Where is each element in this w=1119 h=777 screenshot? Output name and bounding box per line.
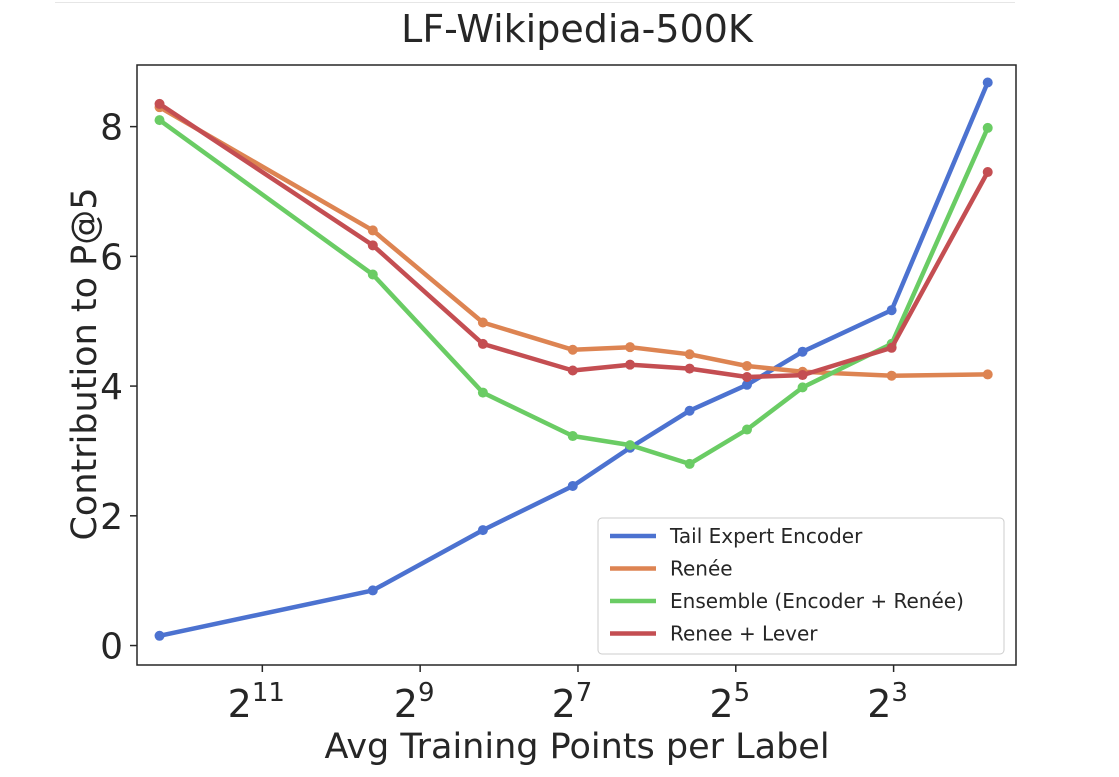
x-tick-label: 27 [552, 678, 593, 726]
data-point [477, 387, 488, 398]
x-tick-label: 211 [228, 678, 285, 726]
data-point [797, 370, 808, 381]
y-tick-label: 0 [100, 627, 123, 668]
y-tick-label: 2 [100, 497, 123, 538]
data-point [741, 360, 752, 371]
series-line-4 [157, 101, 990, 380]
data-point [982, 369, 993, 380]
data-point [741, 372, 752, 382]
series-line-1 [157, 80, 990, 639]
plot-frame [136, 64, 1017, 666]
y-tick-label: 8 [100, 108, 123, 149]
data-point [477, 317, 488, 328]
data-point [886, 342, 897, 353]
data-point [367, 269, 378, 280]
legend-label: Renee + Lever [670, 622, 818, 646]
data-point [367, 585, 378, 596]
data-point [982, 122, 993, 133]
legend-label: Ensemble (Encoder + Renée) [670, 589, 964, 613]
data-point [477, 525, 488, 536]
data-point [684, 458, 695, 469]
y-tick-label: 4 [100, 367, 123, 408]
data-point [982, 77, 993, 88]
x-axis-label: Avg Training Points per Label [324, 727, 829, 767]
series-line-2 [157, 104, 990, 378]
y-axis-label: Contribution to P@5 [65, 187, 105, 540]
y-tick-label: 6 [100, 237, 123, 278]
legend-label: Tail Expert Encoder [669, 524, 863, 548]
data-point [367, 225, 378, 236]
data-point [154, 630, 165, 641]
data-point [797, 382, 808, 393]
data-point [567, 365, 578, 376]
data-point [625, 440, 636, 451]
data-point [741, 379, 752, 390]
data-point [684, 349, 695, 360]
chart-title: LF-Wikipedia-500K [401, 7, 754, 51]
data-point [154, 98, 165, 109]
data-point [367, 240, 378, 251]
data-point [886, 370, 897, 381]
data-point [982, 167, 993, 178]
x-tick-label: 29 [394, 678, 435, 726]
x-tick-label: 23 [867, 678, 908, 726]
data-point [797, 346, 808, 357]
data-point [477, 338, 488, 349]
data-point [154, 115, 165, 126]
data-point [625, 342, 636, 353]
data-point [684, 363, 695, 374]
data-point [567, 480, 578, 491]
legend-box [597, 517, 1005, 655]
data-point [567, 344, 578, 355]
data-point [567, 431, 578, 442]
top-rule [55, 2, 1015, 3]
data-point [886, 305, 897, 316]
data-point [625, 359, 636, 370]
data-point [741, 424, 752, 435]
legend-label: Renée [670, 557, 733, 581]
x-tick-label: 25 [709, 678, 750, 726]
data-point [684, 405, 695, 416]
series-line-3 [157, 117, 990, 467]
